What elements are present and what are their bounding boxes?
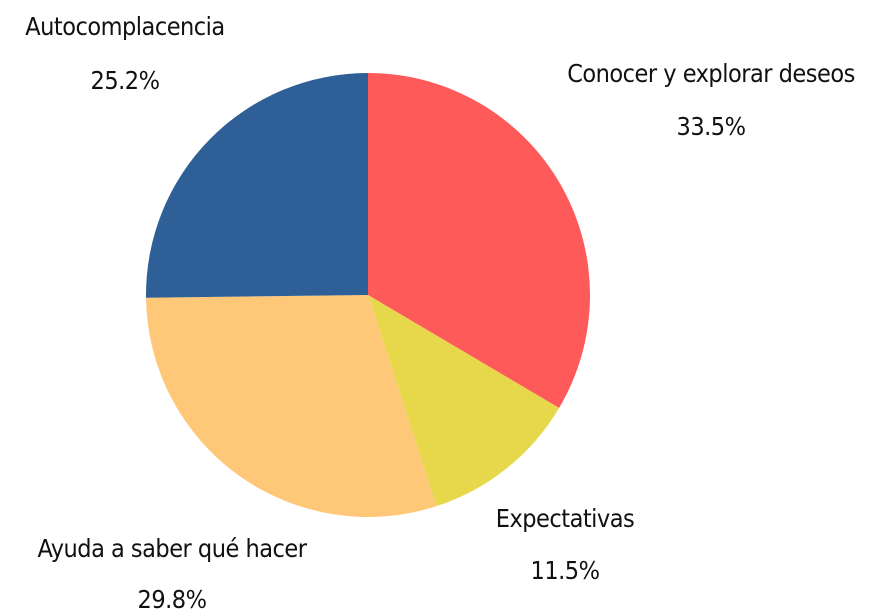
slice-label: Ayuda a saber qué hacer [38,534,308,563]
slice-label: Conocer y explorar deseos [567,59,855,88]
pie-slice [146,73,368,298]
pie-slice [146,295,437,517]
slice-value-label: 29.8% [138,585,207,614]
pie-slice [368,73,590,409]
slice-value-label: 25.2% [91,66,160,95]
pie-slice [368,295,560,507]
slice-label: Expectativas [496,504,634,533]
slice-label: Autocomplacencia [25,12,224,41]
slice-value-label: 11.5% [531,556,600,585]
slice-value-label: 33.5% [677,112,746,141]
